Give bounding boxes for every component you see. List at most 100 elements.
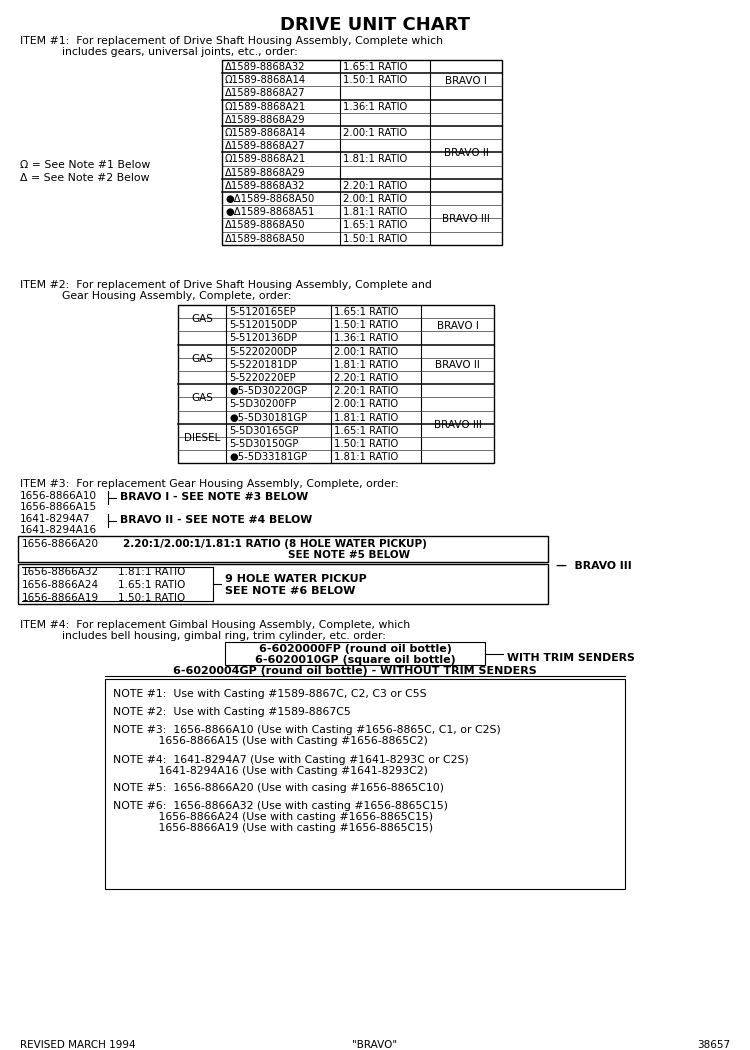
- Text: NOTE #3:  1656-8866A10 (Use with Casting #1656-8865C, C1, or C2S): NOTE #3: 1656-8866A10 (Use with Casting …: [113, 726, 501, 735]
- Text: 1641-8294A16 (Use with Casting #1641-8293C2): 1641-8294A16 (Use with Casting #1641-829…: [113, 766, 427, 776]
- Text: 38657: 38657: [697, 1040, 730, 1050]
- Text: 5-5220200DP: 5-5220200DP: [229, 346, 297, 357]
- Text: REVISED MARCH 1994: REVISED MARCH 1994: [20, 1040, 136, 1050]
- Text: SEE NOTE #5 BELOW: SEE NOTE #5 BELOW: [288, 550, 410, 561]
- Text: 2.20:1 RATIO: 2.20:1 RATIO: [334, 373, 398, 383]
- Text: BRAVO III: BRAVO III: [442, 214, 490, 225]
- Text: ITEM #1:  For replacement of Drive Shaft Housing Assembly, Complete which: ITEM #1: For replacement of Drive Shaft …: [20, 36, 443, 46]
- Text: 1656-8866A19: 1656-8866A19: [22, 593, 99, 604]
- Text: Ω1589-8868A14: Ω1589-8868A14: [225, 128, 306, 138]
- Text: GAS: GAS: [191, 394, 213, 403]
- Text: WITH TRIM SENDERS: WITH TRIM SENDERS: [507, 653, 634, 664]
- Text: 2.00:1 RATIO: 2.00:1 RATIO: [343, 128, 407, 138]
- Bar: [105, 679, 625, 889]
- Text: 5-5D30200FP: 5-5D30200FP: [229, 399, 296, 410]
- Text: Δ1589-8868A27: Δ1589-8868A27: [225, 141, 306, 151]
- Text: ITEM #3:  For replacement Gear Housing Assembly, Complete, order:: ITEM #3: For replacement Gear Housing As…: [20, 480, 399, 489]
- Text: 5-5120165EP: 5-5120165EP: [229, 307, 296, 317]
- Text: 1656-8866A24 (Use with casting #1656-8865C15): 1656-8866A24 (Use with casting #1656-886…: [113, 813, 433, 822]
- Text: 1656-8866A15 (Use with Casting #1656-8865C2): 1656-8866A15 (Use with Casting #1656-886…: [113, 736, 427, 747]
- Bar: [225, 643, 485, 666]
- Text: BRAVO I: BRAVO I: [436, 321, 478, 331]
- Text: 1656-8866A10: 1656-8866A10: [20, 491, 97, 502]
- Text: 6-6020010GP (square oil bottle): 6-6020010GP (square oil bottle): [254, 655, 455, 666]
- Text: includes bell housing, gimbal ring, trim cylinder, etc. order:: includes bell housing, gimbal ring, trim…: [20, 631, 386, 642]
- Text: NOTE #5:  1656-8866A20 (Use with casing #1656-8865C10): NOTE #5: 1656-8866A20 (Use with casing #…: [113, 783, 444, 794]
- Text: Δ1589-8868A29: Δ1589-8868A29: [225, 114, 306, 125]
- Text: 1.81:1 RATIO: 1.81:1 RATIO: [343, 154, 407, 165]
- Text: 6-6020004GP (round oil bottle) - WITHOUT TRIM SENDERS: 6-6020004GP (round oil bottle) - WITHOUT…: [173, 667, 537, 676]
- Text: BRAVO I: BRAVO I: [445, 76, 487, 86]
- Text: BRAVO II - SEE NOTE #4 BELOW: BRAVO II - SEE NOTE #4 BELOW: [120, 516, 312, 525]
- Text: 9 HOLE WATER PICKUP: 9 HOLE WATER PICKUP: [225, 574, 367, 585]
- Text: Δ = See Note #2 Below: Δ = See Note #2 Below: [20, 173, 149, 183]
- Text: BRAVO II: BRAVO II: [435, 360, 480, 371]
- Text: 2.00:1 RATIO: 2.00:1 RATIO: [334, 346, 398, 357]
- Text: Δ1589-8868A29: Δ1589-8868A29: [225, 168, 306, 177]
- Bar: [222, 60, 502, 245]
- Text: 1.50:1 RATIO: 1.50:1 RATIO: [343, 233, 407, 244]
- Text: 5-5220220EP: 5-5220220EP: [229, 373, 296, 383]
- Text: 1.65:1 RATIO: 1.65:1 RATIO: [334, 426, 398, 436]
- Text: ●5-5D33181GP: ●5-5D33181GP: [229, 453, 308, 462]
- Text: 1.50:1 RATIO: 1.50:1 RATIO: [334, 439, 398, 449]
- Text: 1.50:1 RATIO: 1.50:1 RATIO: [334, 320, 398, 330]
- Text: Δ1589-8868A32: Δ1589-8868A32: [225, 62, 305, 72]
- Text: 5-5120150DP: 5-5120150DP: [229, 320, 297, 330]
- Text: NOTE #4:  1641-8294A7 (Use with Casting #1641-8293C or C2S): NOTE #4: 1641-8294A7 (Use with Casting #…: [113, 755, 469, 765]
- Text: —  BRAVO III: — BRAVO III: [556, 562, 632, 571]
- Text: 1656-8866A32: 1656-8866A32: [22, 567, 99, 578]
- Text: 1.50:1 RATIO: 1.50:1 RATIO: [343, 76, 407, 85]
- Text: Ω1589-8868A21: Ω1589-8868A21: [225, 102, 306, 111]
- Text: BRAVO III: BRAVO III: [433, 420, 482, 429]
- Text: ●5-5D30220GP: ●5-5D30220GP: [229, 386, 308, 396]
- Text: Ω1589-8868A21: Ω1589-8868A21: [225, 154, 306, 165]
- Text: Gear Housing Assembly, Complete, order:: Gear Housing Assembly, Complete, order:: [20, 291, 292, 301]
- Text: 5-5220181DP: 5-5220181DP: [229, 360, 297, 370]
- Text: Ω = See Note #1 Below: Ω = See Note #1 Below: [20, 160, 150, 170]
- Text: 2.20:1 RATIO: 2.20:1 RATIO: [343, 181, 407, 191]
- Text: 1.65:1 RATIO: 1.65:1 RATIO: [118, 581, 185, 590]
- Text: 1.65:1 RATIO: 1.65:1 RATIO: [343, 62, 407, 72]
- Text: 5-5D30165GP: 5-5D30165GP: [229, 426, 298, 436]
- Text: DRIVE UNIT CHART: DRIVE UNIT CHART: [280, 16, 470, 34]
- Text: 1656-8866A24: 1656-8866A24: [22, 581, 99, 590]
- Text: 1641-8294A7: 1641-8294A7: [20, 514, 91, 524]
- Text: 1.81:1 RATIO: 1.81:1 RATIO: [334, 413, 398, 422]
- Text: ●5-5D30181GP: ●5-5D30181GP: [229, 413, 308, 422]
- Text: 5-5D30150GP: 5-5D30150GP: [229, 439, 298, 449]
- Bar: [178, 304, 494, 463]
- Text: 1.50:1 RATIO: 1.50:1 RATIO: [118, 593, 185, 604]
- Text: NOTE #6:  1656-8866A32 (Use with casting #1656-8865C15): NOTE #6: 1656-8866A32 (Use with casting …: [113, 801, 448, 812]
- Text: 6-6020000FP (round oil bottle): 6-6020000FP (round oil bottle): [259, 645, 452, 654]
- Text: 2.00:1 RATIO: 2.00:1 RATIO: [343, 194, 407, 204]
- Text: ●Δ1589-8868A51: ●Δ1589-8868A51: [225, 207, 314, 217]
- Text: 1656-8866A15: 1656-8866A15: [20, 502, 98, 512]
- Text: Δ1589-8868A32: Δ1589-8868A32: [225, 181, 305, 191]
- Text: 1.81:1 RATIO: 1.81:1 RATIO: [118, 567, 185, 578]
- Text: 2.20:1/2.00:1/1.81:1 RATIO (8 HOLE WATER PICKUP): 2.20:1/2.00:1/1.81:1 RATIO (8 HOLE WATER…: [123, 540, 427, 549]
- Text: 1.36:1 RATIO: 1.36:1 RATIO: [334, 334, 398, 343]
- Text: Δ1589-8868A50: Δ1589-8868A50: [225, 220, 305, 230]
- Text: Δ1589-8868A50: Δ1589-8868A50: [225, 233, 305, 244]
- Text: DIESEL: DIESEL: [184, 433, 220, 443]
- Text: 1.36:1 RATIO: 1.36:1 RATIO: [343, 102, 407, 111]
- Text: Δ1589-8868A27: Δ1589-8868A27: [225, 88, 306, 99]
- Text: "BRAVO": "BRAVO": [352, 1040, 398, 1050]
- Text: NOTE #2:  Use with Casting #1589-8867C5: NOTE #2: Use with Casting #1589-8867C5: [113, 708, 351, 717]
- Text: BRAVO II: BRAVO II: [443, 148, 488, 159]
- Text: SEE NOTE #6 BELOW: SEE NOTE #6 BELOW: [225, 586, 356, 596]
- Text: ITEM #4:  For replacement Gimbal Housing Assembly, Complete, which: ITEM #4: For replacement Gimbal Housing …: [20, 621, 410, 630]
- Text: ITEM #2:  For replacement of Drive Shaft Housing Assembly, Complete and: ITEM #2: For replacement of Drive Shaft …: [20, 280, 432, 290]
- Text: NOTE #1:  Use with Casting #1589-8867C, C2, C3 or C5S: NOTE #1: Use with Casting #1589-8867C, C…: [113, 690, 427, 699]
- Text: 1.65:1 RATIO: 1.65:1 RATIO: [334, 307, 398, 317]
- Text: 1641-8294A16: 1641-8294A16: [20, 525, 98, 536]
- Text: 2.00:1 RATIO: 2.00:1 RATIO: [334, 399, 398, 410]
- Bar: [18, 565, 548, 605]
- Text: 5-5120136DP: 5-5120136DP: [229, 334, 297, 343]
- Text: GAS: GAS: [191, 354, 213, 363]
- Text: 1.81:1 RATIO: 1.81:1 RATIO: [334, 453, 398, 462]
- Bar: [18, 537, 548, 563]
- Text: 2.20:1 RATIO: 2.20:1 RATIO: [334, 386, 398, 396]
- Text: 1656-8866A19 (Use with casting #1656-8865C15): 1656-8866A19 (Use with casting #1656-886…: [113, 823, 433, 834]
